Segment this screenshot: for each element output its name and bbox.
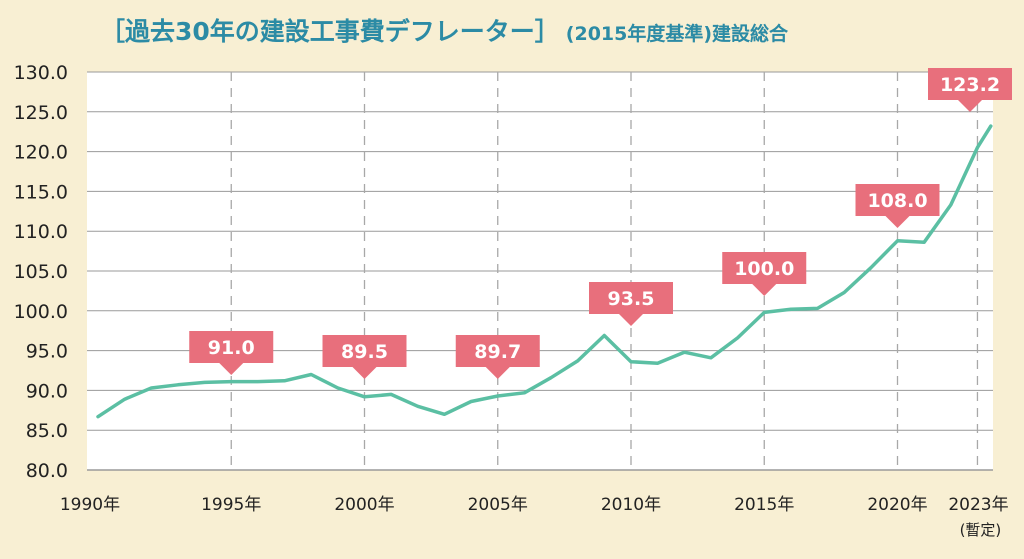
callout-shape [322, 335, 407, 379]
x-tick-label: 2010年 [601, 495, 661, 515]
callout-shape [855, 184, 940, 228]
chart-title: ［過去30年の建設工事費デフレーター］ (2015年度基準)建設総合 [100, 12, 788, 48]
x-tick-label: 2023年 [948, 495, 1008, 515]
y-tick-label: 125.0 [14, 102, 68, 124]
series-line [96, 124, 993, 419]
y-tick-label: 80.0 [26, 460, 68, 482]
callout-shape [928, 68, 1012, 112]
y-tick-label: 105.0 [14, 261, 68, 283]
x-tick-label: 2005年 [468, 495, 528, 515]
x-tick-label: 1995年 [201, 495, 261, 515]
value-callout: 89.7 [455, 335, 540, 379]
callout-label: 108.0 [867, 190, 927, 212]
callout-shape [589, 282, 673, 326]
chart-title-main: ［過去30年の建設工事費デフレーター］ [100, 17, 560, 46]
callout-shape [455, 335, 540, 379]
callout-label: 89.5 [341, 341, 388, 363]
callout-label: 123.2 [940, 74, 1000, 96]
x-tick-label: 1990年 [60, 495, 120, 515]
x-tick-label: 2015年 [734, 495, 794, 515]
value-callout: 89.5 [322, 335, 407, 379]
callout-label: 100.0 [734, 258, 794, 280]
value-callout: 108.0 [855, 184, 940, 228]
x-tick-note: (暫定) [960, 521, 1002, 539]
callout-label: 93.5 [608, 288, 655, 310]
value-callout: 123.2 [928, 68, 1012, 112]
x-tick-label: 2000年 [334, 495, 394, 515]
y-tick-label: 100.0 [14, 301, 68, 323]
chart-title-sub: (2015年度基準)建設総合 [565, 23, 789, 45]
value-callout: 93.5 [589, 282, 673, 326]
value-callout: 100.0 [722, 252, 807, 296]
y-tick-label: 110.0 [14, 221, 68, 243]
value-callout: 91.0 [189, 331, 274, 375]
y-tick-label: 115.0 [14, 181, 68, 203]
x-tick-label: 2020年 [867, 495, 927, 515]
callout-label: 89.7 [474, 341, 521, 363]
callout-shape [189, 331, 274, 375]
y-tick-label: 120.0 [14, 142, 68, 164]
callout-shape [722, 252, 807, 296]
y-tick-label: 85.0 [26, 420, 68, 442]
y-tick-label: 90.0 [26, 380, 68, 402]
y-tick-label: 95.0 [26, 341, 68, 363]
callout-label: 91.0 [208, 337, 255, 359]
y-tick-label: 130.0 [14, 62, 68, 84]
